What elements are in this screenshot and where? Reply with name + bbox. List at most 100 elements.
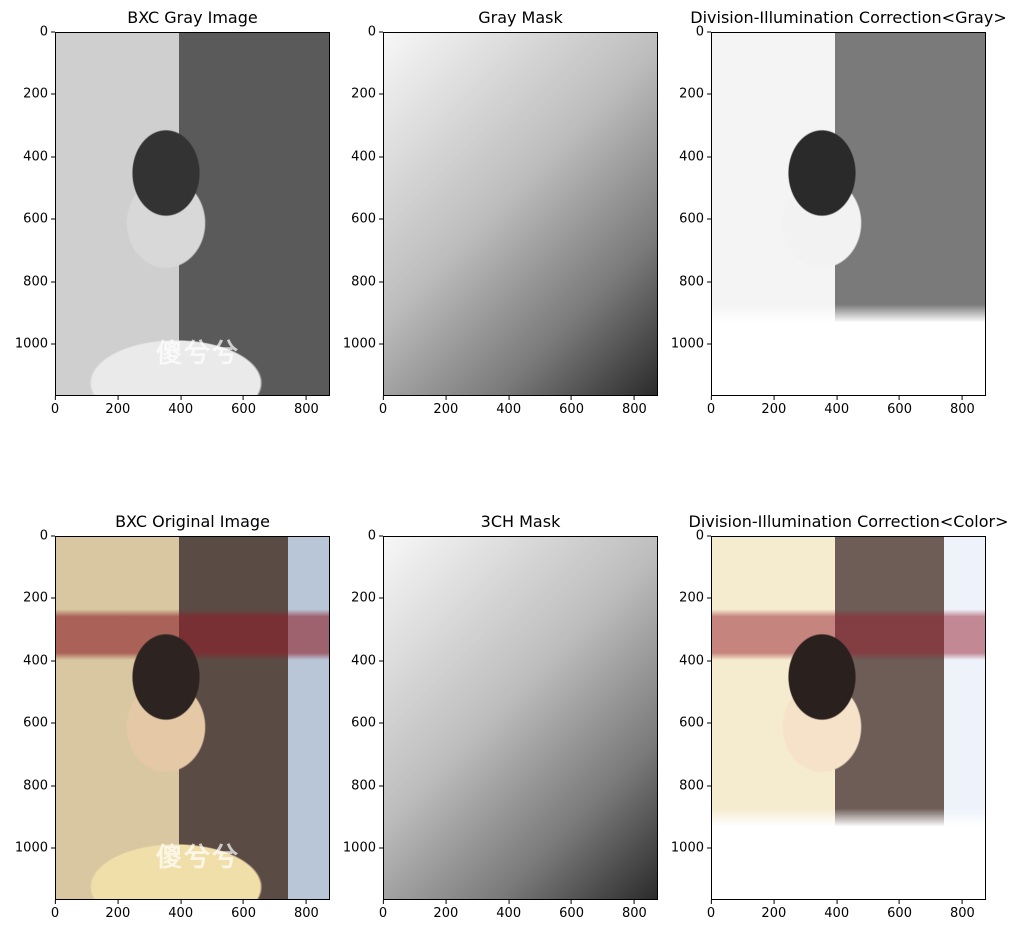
subplot-title: Division-Illumination Correction<Gray> (690, 8, 1007, 27)
x-tick: 200 (105, 900, 130, 921)
x-tick: 800 (950, 900, 975, 921)
subplot-4: BXC Original Image 傻兮兮 0 200 400 600 800 1000 0 2… (15, 512, 330, 921)
x-tick-mark (243, 396, 245, 400)
x-tick-label: 800 (294, 402, 319, 417)
x-tick-mark (633, 396, 635, 400)
y-tick-label: 200 (679, 590, 704, 606)
y-tick: 600 (351, 716, 383, 731)
y-tick-label: 400 (23, 149, 48, 165)
y-tick-mark (707, 93, 711, 95)
y-tick-label: 600 (679, 211, 704, 227)
watermark-text: 傻兮兮 (156, 843, 241, 873)
y-tick: 0 (696, 25, 711, 40)
y-tick: 1000 (671, 337, 711, 352)
x-tick-mark (54, 396, 56, 400)
x-tick-mark (508, 396, 510, 400)
x-tick-label: 0 (50, 402, 60, 417)
x-tick-label: 400 (496, 402, 522, 417)
y-tick-mark (707, 597, 711, 599)
x-tick-label: 200 (433, 906, 459, 921)
x-tick-label: 0 (706, 906, 716, 921)
y-tick-mark (51, 785, 55, 787)
y-tick-label: 200 (23, 86, 48, 102)
y-tick-mark (379, 535, 383, 537)
y-tick: 200 (351, 87, 383, 102)
y-tick: 0 (368, 25, 383, 40)
x-tick: 200 (105, 396, 130, 417)
y-tick: 400 (351, 149, 383, 164)
x-tick-label: 200 (761, 906, 787, 921)
x-tick: 400 (496, 396, 521, 417)
y-tick-label: 600 (23, 715, 48, 731)
x-tick-mark (243, 900, 245, 904)
x-tick-mark (571, 396, 573, 400)
x-tick-mark (117, 396, 119, 400)
y-tick: 1000 (671, 841, 711, 856)
y-tick-mark (51, 660, 55, 662)
y-tick: 0 (368, 529, 383, 544)
y-tick-label: 1000 (670, 336, 704, 352)
x-tick-label: 600 (887, 402, 912, 417)
x-tick-label: 200 (761, 402, 787, 417)
image-axes: 傻兮兮 (55, 536, 330, 900)
x-tick-label: 0 (706, 402, 716, 417)
x-tick: 200 (433, 396, 458, 417)
y-tick-label: 1000 (14, 336, 48, 352)
x-tick: 800 (294, 396, 319, 417)
subplot-title: BXC Gray Image (127, 8, 258, 27)
x-tick-label: 400 (168, 402, 194, 417)
y-tick-mark (707, 281, 711, 283)
y-tick: 1000 (343, 841, 383, 856)
y-tick-mark (51, 343, 55, 345)
y-tick-label: 1000 (342, 840, 376, 856)
y-tick-label: 800 (679, 274, 704, 290)
x-tick-label: 800 (950, 402, 975, 417)
y-tick-label: 0 (695, 528, 704, 544)
x-tick-mark (773, 396, 775, 400)
x-tick-label: 0 (378, 906, 388, 921)
y-tick: 0 (696, 529, 711, 544)
y-tick-mark (707, 343, 711, 345)
y-tick-label: 600 (23, 211, 48, 227)
x-tick-mark (180, 396, 182, 400)
x-tick: 400 (824, 900, 849, 921)
x-tick-label: 200 (105, 906, 131, 921)
y-tick-mark (379, 31, 383, 33)
y-tick-mark (379, 660, 383, 662)
x-tick: 0 (51, 900, 59, 921)
x-tick-label: 200 (433, 402, 459, 417)
image-content (384, 537, 657, 899)
y-tick-label: 800 (679, 778, 704, 794)
y-tick-mark (51, 93, 55, 95)
x-tick-mark (382, 396, 384, 400)
x-tick: 400 (168, 396, 193, 417)
y-tick-mark (51, 218, 55, 220)
y-tick-label: 0 (39, 24, 48, 40)
x-tick-label: 400 (168, 906, 194, 921)
x-tick-label: 0 (378, 402, 388, 417)
x-tick: 800 (622, 900, 647, 921)
y-tick: 200 (679, 87, 711, 102)
x-tick-mark (899, 396, 901, 400)
x-tick: 200 (761, 900, 786, 921)
subplot-2: Gray Mask 0 200 400 600 800 1000 0 200 400 600 800 (343, 8, 658, 417)
y-tick: 400 (23, 653, 55, 668)
x-tick-mark (961, 396, 963, 400)
x-tick: 0 (379, 396, 387, 417)
x-tick: 0 (707, 900, 715, 921)
y-tick-label: 400 (679, 653, 704, 669)
x-tick-label: 400 (496, 906, 522, 921)
y-tick: 400 (351, 653, 383, 668)
y-tick: 400 (679, 653, 711, 668)
y-tick-label: 800 (23, 778, 48, 794)
x-tick-mark (445, 900, 447, 904)
x-tick-mark (180, 900, 182, 904)
x-tick-mark (710, 396, 712, 400)
x-tick: 0 (379, 900, 387, 921)
y-tick-label: 200 (679, 86, 704, 102)
y-tick-mark (379, 785, 383, 787)
x-tick-label: 800 (950, 906, 975, 921)
y-tick-label: 600 (351, 715, 376, 731)
y-tick-label: 800 (351, 778, 376, 794)
x-tick-label: 400 (824, 402, 850, 417)
